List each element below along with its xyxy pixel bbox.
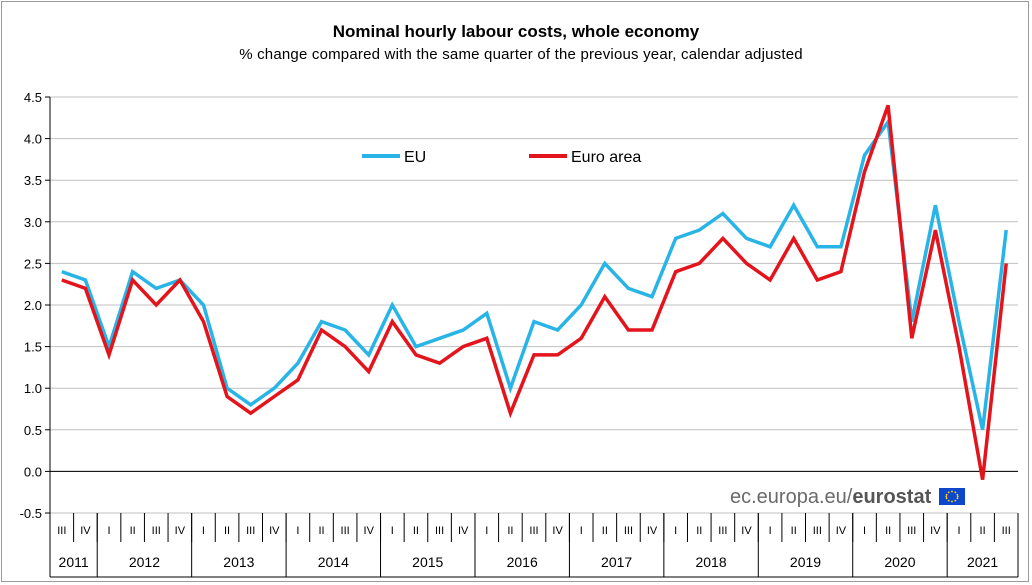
quarter-label: IV — [836, 525, 847, 537]
year-label: 2019 — [790, 554, 821, 570]
year-label: 2014 — [318, 554, 349, 570]
quarter-label: III — [341, 525, 350, 537]
quarter-label: IV — [930, 525, 941, 537]
legend-euro-area-label: Euro area — [571, 149, 641, 166]
source-prefix: ec.europa.eu/ — [730, 486, 853, 508]
source-brand: eurostat — [852, 486, 932, 508]
quarter-label: I — [296, 525, 299, 537]
year-label: 2011 — [59, 554, 89, 570]
y-tick-label: 2.5 — [24, 256, 42, 271]
quarter-label: I — [485, 525, 488, 537]
legend: EU Euro area — [362, 149, 641, 166]
quarter-label: IV — [364, 525, 375, 537]
quarter-label: I — [769, 525, 772, 537]
y-tick-label: 3.0 — [24, 215, 42, 230]
eu-flag-icon — [938, 488, 965, 505]
quarter-label: II — [791, 525, 797, 537]
quarter-label: I — [107, 525, 110, 537]
year-label: 2021 — [967, 554, 998, 570]
quarter-label: III — [907, 525, 916, 537]
series-line-euro-area — [61, 104, 1008, 481]
quarter-label: II — [224, 525, 230, 537]
quarter-label: III — [529, 525, 538, 537]
y-tick-label: 2.0 — [24, 298, 42, 313]
legend-eu-label: EU — [404, 149, 426, 166]
quarter-label: II — [980, 525, 986, 537]
quarter-label: III — [624, 525, 633, 537]
quarter-label: IV — [269, 525, 280, 537]
quarter-label: II — [507, 525, 513, 537]
quarter-label: IV — [552, 525, 563, 537]
chart-title: Nominal hourly labour costs, whole econo… — [332, 22, 700, 41]
quarter-label: I — [674, 525, 677, 537]
y-tick-label: 1.0 — [24, 381, 42, 396]
quarter-label: III — [813, 525, 822, 537]
quarter-label: I — [863, 525, 866, 537]
quarter-label: II — [885, 525, 891, 537]
year-label: 2012 — [129, 554, 160, 570]
quarter-label: III — [246, 525, 255, 537]
year-label: 2016 — [507, 554, 538, 570]
quarter-label: IV — [175, 525, 186, 537]
year-label: 2013 — [223, 554, 254, 570]
quarter-label: II — [318, 525, 324, 537]
quarter-label: I — [957, 525, 960, 537]
quarter-label: II — [130, 525, 136, 537]
y-tick-label: 0.0 — [24, 464, 42, 479]
year-label: 2018 — [695, 554, 726, 570]
quarter-label: IV — [741, 525, 752, 537]
y-tick-label: 1.5 — [24, 340, 42, 355]
quarter-label: II — [696, 525, 702, 537]
chart-subtitle: % change compared with the same quarter … — [239, 46, 803, 63]
quarter-label: II — [413, 525, 419, 537]
quarter-label: IV — [458, 525, 469, 537]
quarter-label: IV — [647, 525, 658, 537]
y-tick-label: -0.5 — [20, 506, 42, 521]
quarter-label: II — [602, 525, 608, 537]
year-label: 2020 — [884, 554, 915, 570]
quarter-label: I — [391, 525, 394, 537]
quarter-label: III — [718, 525, 727, 537]
y-tick-label: 4.0 — [24, 132, 42, 147]
series — [61, 104, 1008, 481]
y-tick-label: 0.5 — [24, 423, 42, 438]
source-watermark: ec.europa.eu/eurostat — [730, 486, 965, 509]
year-label: 2017 — [601, 554, 632, 570]
quarter-label: III — [152, 525, 161, 537]
quarter-label: III — [57, 525, 66, 537]
series-line-eu — [61, 117, 1008, 431]
quarter-label: III — [1002, 525, 1011, 537]
y-tick-label: 3.5 — [24, 173, 42, 188]
quarter-label: I — [202, 525, 205, 537]
quarter-label: III — [435, 525, 444, 537]
y-tick-label: 4.5 — [24, 90, 42, 105]
quarter-label: I — [580, 525, 583, 537]
year-label: 2015 — [412, 554, 443, 570]
quarter-label: IV — [80, 525, 91, 537]
